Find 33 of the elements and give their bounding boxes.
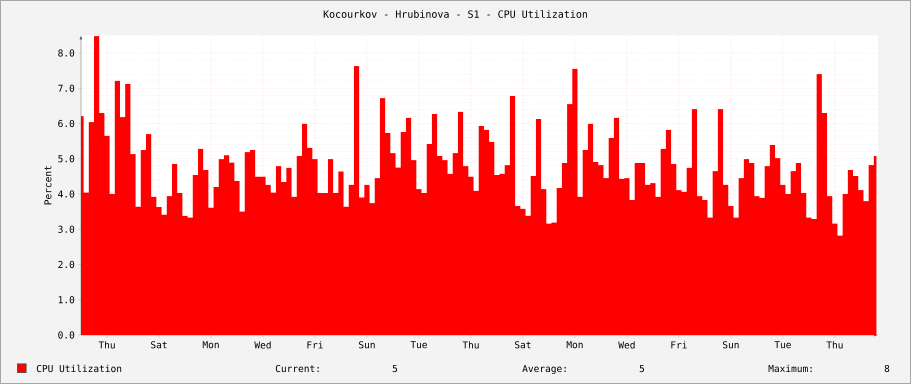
x-tick-label: Wed (254, 341, 271, 349)
text: Current: (276, 364, 319, 372)
x-tick-label: Thu (462, 341, 479, 349)
x-tick-label: Thu (98, 341, 115, 349)
y-tick-label: 7.0 (58, 84, 74, 92)
y-axis-title: Percent (44, 166, 52, 204)
x-tick-label: Sat (151, 341, 167, 348)
x-tick-label: Wed (618, 341, 635, 349)
text: 5 (640, 365, 644, 372)
y-tick-label: 0.0 (58, 331, 74, 339)
y-tick-label: 1.0 (58, 296, 74, 304)
x-tick-label: Mon (566, 341, 583, 348)
x-tick-label: Thu (826, 341, 843, 349)
y-tick-label: 3.0 (58, 226, 74, 233)
y-tick-label: 4.0 (58, 190, 74, 198)
y-tick-label: 6.0 (58, 120, 74, 128)
x-tick-label: Sat (514, 341, 531, 348)
text: Maximum: (768, 364, 812, 372)
text: 5 (392, 365, 398, 372)
x-tick-label: Sun (722, 341, 739, 348)
x-tick-label: Fri (307, 341, 323, 348)
x-tick-label: Tue (774, 341, 791, 348)
x-tick-label: Sun (359, 341, 375, 348)
legend-label: CPU Utilization (36, 364, 122, 372)
x-tick-label: Fri (671, 341, 687, 348)
x-tick-label: Mon (202, 341, 219, 348)
y-tick-label: 2.0 (58, 260, 74, 268)
text: 8 (884, 364, 890, 372)
y-tick-label: 5.0 (58, 155, 74, 162)
chart-title: Kocourkov - Hrubinova - S1 - CPU Utilization (324, 10, 588, 18)
text: Average: (522, 365, 566, 374)
y-tick-label: 8.0 (58, 49, 74, 57)
x-tick-label: Tue (410, 341, 427, 348)
